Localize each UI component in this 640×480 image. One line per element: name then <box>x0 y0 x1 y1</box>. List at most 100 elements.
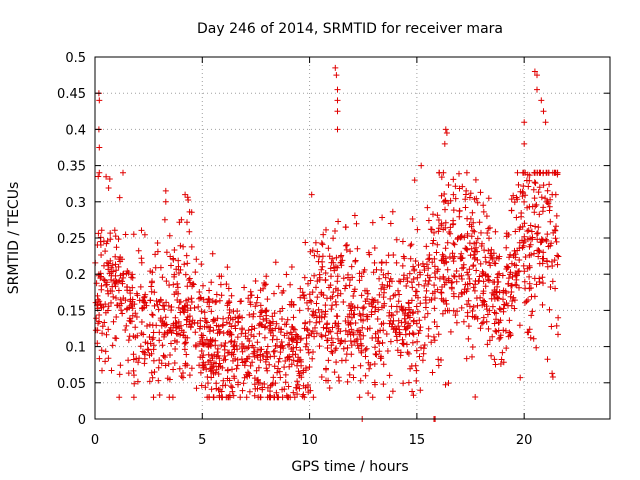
data-point <box>503 345 510 352</box>
data-point <box>148 283 155 290</box>
data-point <box>542 119 549 126</box>
data-point <box>530 335 537 342</box>
data-point <box>140 331 147 338</box>
data-point <box>262 307 269 314</box>
data-point <box>159 274 166 281</box>
data-point <box>474 248 481 255</box>
data-point <box>243 355 250 362</box>
data-point <box>381 302 387 309</box>
data-point <box>505 231 512 238</box>
data-point <box>521 268 528 275</box>
data-point <box>395 317 402 324</box>
data-point <box>392 329 399 336</box>
data-point <box>534 236 541 243</box>
data-point <box>304 327 311 334</box>
data-point <box>254 385 261 392</box>
data-point <box>512 281 519 288</box>
data-point <box>417 300 424 307</box>
data-point <box>95 173 102 180</box>
data-point <box>304 299 310 306</box>
data-point <box>491 320 498 327</box>
data-point <box>450 293 457 300</box>
data-point <box>115 263 122 270</box>
data-point <box>348 314 355 321</box>
data-point <box>362 372 369 379</box>
data-point <box>489 303 496 310</box>
data-point <box>533 201 540 208</box>
data-point <box>412 362 419 369</box>
data-point <box>274 369 281 376</box>
data-point <box>224 302 231 309</box>
data-point <box>173 324 180 330</box>
data-point <box>356 277 363 284</box>
data-point <box>316 276 323 283</box>
data-point <box>399 238 406 245</box>
data-point <box>108 367 115 374</box>
data-point <box>302 365 309 372</box>
data-point <box>181 340 188 347</box>
data-point <box>431 295 438 302</box>
data-point <box>161 303 168 309</box>
y-tick-label: 0.3 <box>65 196 86 211</box>
data-point <box>231 373 237 380</box>
data-point <box>187 324 194 331</box>
data-point <box>99 330 106 337</box>
data-point <box>443 279 450 286</box>
data-point <box>512 254 519 261</box>
data-point <box>438 174 445 181</box>
data-point <box>124 284 131 291</box>
data-point <box>246 311 253 318</box>
data-point <box>436 169 443 176</box>
data-point <box>488 295 495 302</box>
data-point <box>364 313 371 320</box>
data-point <box>373 351 380 358</box>
data-point <box>357 362 364 369</box>
data-point <box>442 219 449 226</box>
data-point <box>230 357 236 364</box>
data-point <box>272 259 279 266</box>
data-point <box>387 220 394 227</box>
data-point <box>279 305 286 312</box>
data-point <box>206 296 213 303</box>
data-point <box>348 351 355 358</box>
data-point <box>188 299 195 305</box>
data-point <box>363 345 370 352</box>
data-point <box>198 348 205 354</box>
data-point <box>531 209 538 216</box>
data-point <box>113 244 120 251</box>
data-point <box>331 369 338 376</box>
data-point <box>303 340 310 347</box>
data-point <box>512 272 519 279</box>
data-point <box>380 294 387 301</box>
data-point <box>244 345 250 352</box>
data-point <box>500 287 507 294</box>
data-point <box>135 247 142 254</box>
data-point <box>553 238 560 245</box>
data-point <box>295 381 301 388</box>
data-point <box>174 297 181 303</box>
data-point <box>457 255 464 262</box>
data-point <box>153 298 160 304</box>
data-point <box>419 357 426 364</box>
data-point <box>515 181 522 188</box>
data-point <box>469 353 475 360</box>
data-point <box>465 323 472 330</box>
data-point <box>394 347 401 354</box>
data-point <box>508 207 515 214</box>
data-point <box>177 322 184 329</box>
data-point <box>552 235 559 242</box>
data-point <box>469 344 476 350</box>
data-point <box>322 311 329 318</box>
data-point <box>157 317 164 324</box>
data-point <box>102 348 109 355</box>
data-point <box>305 389 312 396</box>
data-point <box>228 331 235 338</box>
data-point <box>539 301 546 308</box>
data-point <box>294 378 301 385</box>
data-point <box>283 271 290 278</box>
data-point <box>516 257 523 263</box>
data-point <box>99 323 106 330</box>
data-point <box>249 342 256 349</box>
data-point <box>544 258 551 265</box>
data-point <box>177 298 184 305</box>
